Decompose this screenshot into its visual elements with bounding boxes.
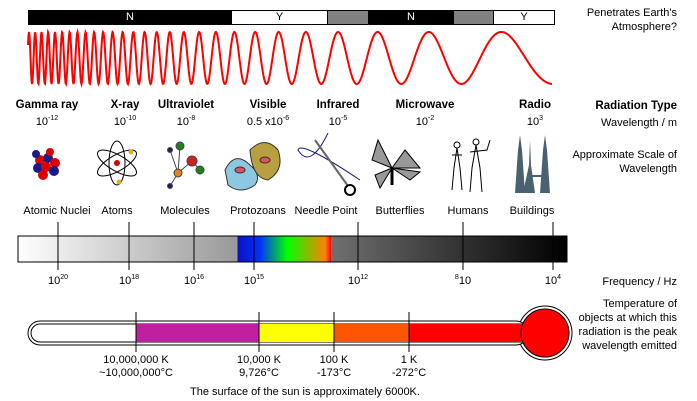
frequency-exponent: 4: [557, 274, 562, 281]
scale-example: Needle Point: [294, 205, 358, 217]
band-wavelength: 10-8: [176, 115, 196, 128]
wavelength-base: 10: [35, 116, 49, 128]
butterfly-icon: [371, 138, 422, 190]
temperature-kelvin: 10,000,000 K: [103, 354, 169, 366]
band-wavelength: 10-2: [415, 115, 435, 128]
wavelength-exponent: 3: [539, 115, 544, 122]
frequency-tick-label: 1020: [47, 274, 69, 287]
frequency-base: 10: [544, 275, 558, 287]
atmosphere-segment: N: [368, 10, 454, 25]
band-name: X-ray: [110, 99, 140, 111]
frequency-base: 10: [47, 275, 61, 287]
frequency-tick-label: 1015: [243, 274, 265, 287]
wavelength-base: 10: [415, 116, 429, 128]
temperature-celsius: 9,726°C: [239, 367, 279, 379]
molecule-icon: [167, 141, 205, 189]
frequency-base: 10: [183, 275, 197, 287]
wavelength-base: 10: [526, 116, 540, 128]
radiation-type-label: Radiation Type: [595, 100, 677, 112]
wavelength-exponent: -2: [428, 115, 435, 122]
wavelength-exponent: -6: [282, 115, 290, 122]
scale-example: Protozoans: [230, 205, 286, 217]
thermometer-bulb: [520, 308, 570, 358]
temperature-kelvin: 10,000 K: [236, 354, 282, 366]
frequency-exponent: 12: [360, 274, 369, 281]
frequency-exponent: 8: [454, 274, 459, 281]
wavelength-exponent: -8: [189, 115, 196, 122]
wavelength-base: 10: [328, 116, 342, 128]
sun-note: The surface of the sun is approximately …: [190, 386, 420, 398]
spectrum-bar: [17, 235, 568, 263]
scale-label: Approximate Scale of Wavelength: [572, 149, 677, 175]
atomic-nucleus-icon: [32, 148, 60, 180]
frequency-exponent: 18: [131, 274, 140, 281]
band-wavelength: 0.5 x10-6: [246, 115, 290, 128]
wavelength-exponent: -12: [48, 115, 59, 122]
scale-example: Atomic Nuclei: [23, 205, 91, 217]
temperature-kelvin: 1 K: [400, 354, 418, 366]
frequency-tick-label: 1018: [118, 274, 140, 287]
wavelength-exponent: -5: [341, 115, 348, 122]
band-name: Radio: [519, 99, 551, 111]
band-wavelength: 10-5: [328, 115, 348, 128]
thermometer-band: [259, 324, 334, 342]
frequency-base: 10: [118, 275, 132, 287]
wave: [27, 28, 552, 88]
atom-icon: [97, 140, 137, 186]
frequency-exponent: 16: [196, 274, 205, 281]
buildings-icon: [515, 135, 550, 193]
scale-example: Buildings: [509, 205, 555, 217]
humans-icon: [451, 138, 491, 193]
thermometer-band: [334, 324, 409, 342]
frequency-exponent: 15: [256, 274, 265, 281]
frequency-base: 10: [243, 275, 257, 287]
wavelength-base: 0.5 x10: [246, 116, 283, 128]
thermometer-band: [409, 324, 534, 342]
temperature-label: Temperature of objects at which this rad…: [578, 298, 677, 352]
scale-example: Atoms: [101, 205, 133, 217]
protozoa-icon: [224, 142, 281, 191]
band-name: Infrared: [316, 99, 360, 111]
frequency-tick-label: 104: [544, 274, 562, 287]
band-name: Visible: [249, 99, 287, 111]
wavelength-label: Wavelength / m: [600, 117, 677, 129]
frequency-base: 10: [458, 275, 472, 287]
wavelength-base: 10: [176, 116, 190, 128]
band-wavelength: 103: [526, 115, 544, 128]
band-wavelength: 10-12: [35, 115, 59, 128]
band-wavelength: 10-10: [113, 115, 137, 128]
frequency-tick-label: 1012: [347, 274, 369, 287]
band-name: Gamma ray: [15, 99, 79, 111]
temperature-celsius: -272°C: [391, 367, 427, 379]
temperature-kelvin: 100 K: [319, 354, 349, 366]
thermometer-band: [136, 324, 259, 342]
temperature-celsius: -173°C: [316, 367, 352, 379]
scale-example: Humans: [447, 205, 489, 217]
scale-example: Butterflies: [375, 205, 425, 217]
band-name: Ultraviolet: [157, 99, 215, 111]
atmosphere-segment: Y: [493, 10, 555, 25]
frequency-base: 10: [347, 275, 361, 287]
frequency-exponent: 20: [60, 274, 69, 281]
scale-example: Molecules: [160, 205, 210, 217]
frequency-label: Frequency / Hz: [602, 276, 677, 288]
wavelength-base: 10: [113, 116, 127, 128]
wavelength-exponent: -10: [126, 115, 137, 122]
needle-icon: [297, 132, 361, 196]
frequency-tick-label: 1016: [183, 274, 205, 287]
frequency-tick-label: 810: [454, 274, 472, 287]
atmosphere-label: Penetrates Earth's Atmosphere?: [586, 7, 677, 33]
temperature-celsius: ~10,000,000°C: [99, 367, 173, 379]
band-name: Microwave: [395, 99, 455, 111]
